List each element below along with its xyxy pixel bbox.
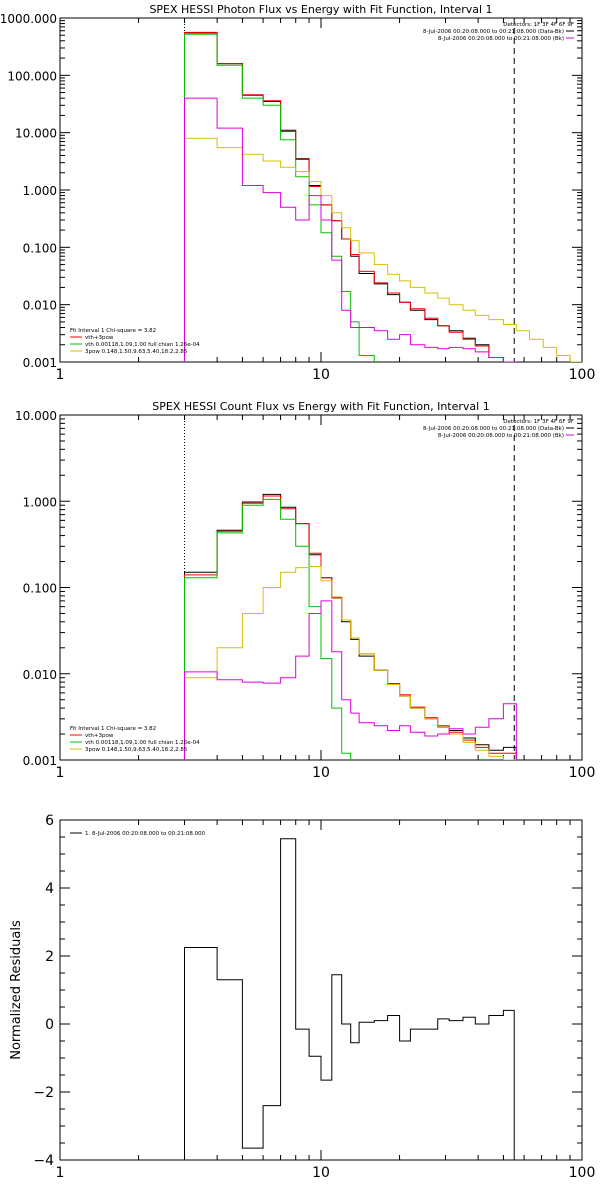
x-axis: 1 10 100 <box>56 18 596 383</box>
y-tick-label: 4 <box>45 881 54 897</box>
residual-legend-entry: 1. 8-Jul-2006 00:20:08.000 to 00:21:08.0… <box>85 831 206 837</box>
y-tick-label: 1.000 <box>23 495 57 509</box>
chart-title: SPEX HESSI Photon Flux vs Energy with Fi… <box>149 3 492 16</box>
series-line-vth <box>184 33 375 362</box>
y-tick-label: 0.010 <box>23 668 57 682</box>
series-group <box>184 493 517 760</box>
y-tick-label: 1.000 <box>23 184 57 198</box>
y-tick-label: 6 <box>45 813 54 829</box>
y-tick-label: 1000.000 <box>0 12 57 26</box>
y-axis: 0.001 0.010 0.100 1.000 10.000 <box>15 409 582 768</box>
fit-legend: Fit Interval 1 Chi-square = 3.82vth+3pow… <box>70 328 200 355</box>
plot-frame <box>59 414 583 761</box>
top-legend-entry: 8-Jul-2006 00:20:08.000 to 00:21:08.000 … <box>423 426 564 432</box>
top-legend-entry: 8-Jul-2006 00:20:08.000 to 00:21:08.000 … <box>438 36 564 42</box>
x-tick-label: 100 <box>569 765 596 781</box>
fit-legend-entry: vth 0.00118,1.09,1.00 full chian 1.26e-0… <box>85 342 200 348</box>
y-tick-label: 0.100 <box>23 582 57 596</box>
y-axis-label: Normalized Residuals <box>9 920 24 1060</box>
series-line-bk <box>184 97 517 362</box>
series-group <box>184 838 515 1160</box>
top-legend: Detectors: 1F 3F 4F 6F 9F8-Jul-2006 00:2… <box>423 419 574 439</box>
y-tick-label: 0.100 <box>23 241 57 255</box>
y-tick-label: −4 <box>33 1153 54 1169</box>
x-tick-label: 1 <box>56 765 65 781</box>
top-legend-entry: Detectors: 1F 3F 4F 6F 9F <box>503 419 574 425</box>
series-line-data-bk <box>184 32 504 362</box>
chart-count: SPEX HESSI Count Flux vs Energy with Fit… <box>15 400 596 781</box>
fit-legend-entry: Fit Interval 1 Chi-square = 3.82 <box>70 328 156 334</box>
chart-photon: SPEX HESSI Photon Flux vs Energy with Fi… <box>0 3 596 383</box>
fit-legend-entry: 3pow 0.148,1.50,9.63,5.40,18.2,2.85 <box>85 747 188 753</box>
series-line-vth-3pow <box>184 31 504 362</box>
y-tick-label: 0.001 <box>23 356 57 370</box>
x-tick-label: 10 <box>312 367 330 383</box>
x-tick-label: 1 <box>56 1165 65 1181</box>
fit-legend-entry: vth 0.00118,1.09,1.00 full chian 1.26e-0… <box>85 740 200 746</box>
top-legend-entry: 8-Jul-2006 00:20:08.000 to 00:21:08.000 … <box>438 433 564 439</box>
y-tick-label: 0 <box>45 1017 54 1033</box>
top-legend-entry: Detectors: 1F 3F 4F 6F 9F <box>503 22 574 28</box>
fit-legend-entry: vth+3pow <box>85 733 114 739</box>
x-tick-label: 1 <box>56 367 65 383</box>
x-tick-label: 100 <box>569 1165 596 1181</box>
x-tick-label: 10 <box>312 1165 330 1181</box>
residual-legend: 1. 8-Jul-2006 00:20:08.000 to 00:21:08.0… <box>70 831 206 837</box>
chart-title: SPEX HESSI Count Flux vs Energy with Fit… <box>152 400 489 413</box>
fit-legend: Fit Interval 1 Chi-square = 3.82vth+3pow… <box>70 726 200 753</box>
top-legend-entry: 8-Jul-2006 00:20:08.000 to 00:21:08.000 … <box>423 29 564 35</box>
y-tick-label: 10.000 <box>15 409 57 423</box>
series-line-bk <box>184 600 517 760</box>
series-group <box>184 31 582 362</box>
y-tick-label: 100.000 <box>7 69 57 83</box>
series-line-vth <box>184 498 352 760</box>
series-line-1-8-jul-2006-00-20-08-000-to-00-21-08-000 <box>184 838 515 1160</box>
top-legend: Detectors: 1F 3F 4F 6F 9F8-Jul-2006 00:2… <box>423 22 574 42</box>
y-axis: −4 −2 0 2 4 6 Normalized Residuals <box>9 813 582 1169</box>
y-tick-label: 0.001 <box>23 754 57 768</box>
y-tick-label: 0.010 <box>23 299 57 313</box>
y-tick-label: 10.000 <box>15 127 57 141</box>
series-line-data-bk <box>184 493 517 760</box>
fit-legend-entry: 3pow 0.148,1.50,9.63,5.40,18.2,2.85 <box>85 349 188 355</box>
y-tick-label: 2 <box>45 949 54 965</box>
series-line-3pow <box>184 566 517 760</box>
plot-frame <box>59 819 583 1161</box>
plot-frame <box>59 17 583 363</box>
y-axis: 0.001 0.010 0.100 1.000 10.000 100.000 1000.00… <box>0 12 582 370</box>
x-axis: 1 10 100 <box>56 415 596 781</box>
fit-legend-entry: Fit Interval 1 Chi-square = 3.82 <box>70 726 156 732</box>
y-tick-label: −2 <box>33 1085 54 1101</box>
series-line-3pow <box>184 137 582 362</box>
fit-legend-entry: vth+3pow <box>85 335 114 341</box>
chart-residuals: 1 10 100 −4 −2 0 2 4 6 Normalized Residuals 1. 8-J… <box>9 813 595 1181</box>
x-tick-label: 100 <box>569 367 596 383</box>
x-tick-label: 10 <box>312 765 330 781</box>
